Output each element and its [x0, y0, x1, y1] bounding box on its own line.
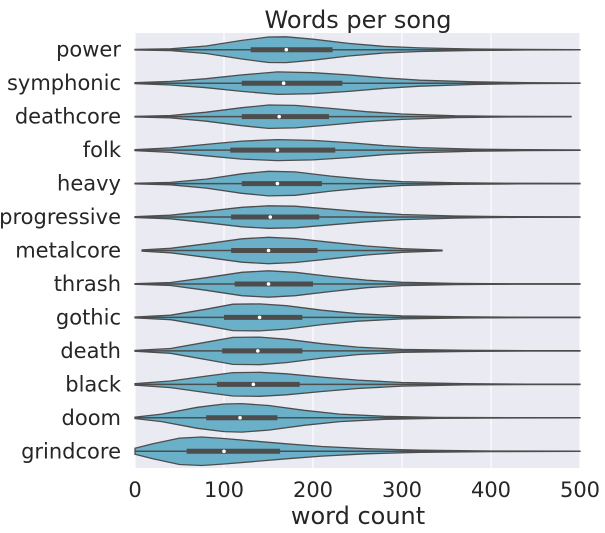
- y-tick-label: symphonic: [7, 71, 121, 95]
- median-point: [281, 81, 286, 85]
- violin-metalcore: [141, 236, 443, 265]
- median-point: [256, 349, 260, 353]
- violin-gothic: [134, 303, 581, 332]
- y-tick-label: gothic: [56, 305, 121, 329]
- y-tick-label: power: [56, 38, 121, 62]
- median-point: [268, 215, 273, 219]
- x-tick-label: 0: [128, 478, 141, 502]
- y-tick-label: folk: [83, 138, 122, 162]
- x-tick-labels: 0 100 200 300 400 500: [128, 478, 600, 502]
- y-tick-label: death: [60, 339, 121, 363]
- y-tick-label: black: [65, 372, 122, 396]
- x-tick-label: 200: [293, 478, 333, 502]
- y-tick-label: heavy: [57, 172, 121, 196]
- violin-grindcore: [134, 436, 581, 467]
- y-tick-label: thrash: [54, 272, 121, 296]
- median-point: [266, 248, 271, 253]
- x-axis-label: word count: [291, 502, 425, 530]
- chart-title: Words per song: [265, 6, 452, 34]
- y-tick-label: metalcore: [15, 239, 121, 263]
- y-tick-label: doom: [62, 406, 121, 430]
- x-tick-label: 400: [471, 478, 511, 502]
- y-tick-label: progressive: [0, 205, 121, 229]
- median-point: [277, 114, 281, 119]
- median-point: [275, 181, 280, 186]
- y-tick-label: deathcore: [15, 105, 121, 129]
- violins: [134, 36, 581, 467]
- median-point: [251, 382, 256, 387]
- violin-symphonic: [134, 71, 581, 96]
- violin-power: [134, 36, 581, 64]
- violin-heavy: [134, 170, 581, 197]
- median-point: [266, 282, 271, 286]
- violin-black: [134, 371, 581, 397]
- violin-deathcore: [134, 104, 572, 130]
- y-tick-label: grindcore: [21, 439, 121, 463]
- median-point: [222, 449, 226, 454]
- median-point: [257, 315, 262, 320]
- violin-doom: [134, 402, 581, 433]
- median-point: [238, 416, 242, 420]
- median-point: [284, 47, 289, 52]
- violin-folk: [134, 138, 581, 162]
- violin-death: [134, 336, 581, 366]
- violin-progressive: [134, 205, 581, 229]
- y-tick-labels: power symphonic deathcore folk heavy progress…: [0, 38, 122, 464]
- x-tick-label: 500: [560, 478, 600, 502]
- violin-thrash: [134, 270, 581, 298]
- x-tick-label: 100: [204, 478, 244, 502]
- median-point: [275, 148, 280, 152]
- x-tick-label: 300: [382, 478, 422, 502]
